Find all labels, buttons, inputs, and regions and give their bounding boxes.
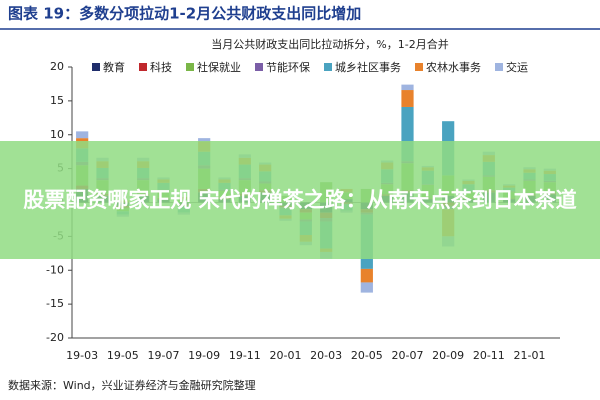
y-tick-label: 15 <box>50 94 64 107</box>
x-tick-label: 19-03 <box>66 349 98 362</box>
chart-title: 当月公共财政支出同比拉动拆分，%，1-2月合并 <box>211 37 448 51</box>
legend-swatch <box>255 63 263 71</box>
y-tick-label: -15 <box>46 297 64 310</box>
x-tick-label: 20-05 <box>351 349 383 362</box>
x-tick-label: 21-01 <box>514 349 546 362</box>
bar-segment <box>401 90 414 107</box>
page-title: 图表 19：多数分项拉动1-2月公共财政支出同比增加 <box>8 5 361 23</box>
x-tick-label: 20-11 <box>473 349 505 362</box>
bar-segment <box>360 282 373 293</box>
y-tick-label: -10 <box>46 263 64 276</box>
legend-label: 城乡社区事务 <box>335 60 401 74</box>
x-tick-label: 19-09 <box>188 349 220 362</box>
source: 数据来源：Wind，兴业证券经济与金融研究院整理 <box>8 378 256 392</box>
x-tick-label: 20-09 <box>432 349 464 362</box>
legend-swatch <box>92 63 100 71</box>
legend-swatch <box>415 63 423 71</box>
bar-segment <box>401 84 414 91</box>
x-tick-label: 20-01 <box>270 349 302 362</box>
y-tick-label: 20 <box>50 60 64 73</box>
legend-swatch <box>495 63 503 71</box>
legend-label: 节能环保 <box>266 60 310 74</box>
legend-swatch <box>139 63 147 71</box>
bar-segment <box>198 138 211 142</box>
legend-label: 教育 <box>103 60 125 74</box>
overlay-banner: 股票配资哪家正规 宋代的禅茶之路：从南宋点茶到日本茶道 <box>0 141 600 259</box>
legend-label: 交运 <box>506 60 528 74</box>
bar-segment <box>76 131 89 139</box>
x-tick-label: 19-05 <box>107 349 139 362</box>
x-tick-label: 20-07 <box>392 349 424 362</box>
legend-label: 社保就业 <box>197 60 241 74</box>
bar-segment <box>360 268 373 283</box>
y-tick-label: -20 <box>46 331 64 344</box>
legend-swatch <box>324 63 332 71</box>
legend-label: 科技 <box>150 60 172 74</box>
x-tick-label: 20-03 <box>310 349 342 362</box>
x-tick-label: 19-11 <box>229 349 261 362</box>
legend-label: 农林水事务 <box>426 60 481 74</box>
x-tick-label: 19-07 <box>148 349 180 362</box>
y-tick-label: 10 <box>50 128 64 141</box>
legend-swatch <box>186 63 194 71</box>
